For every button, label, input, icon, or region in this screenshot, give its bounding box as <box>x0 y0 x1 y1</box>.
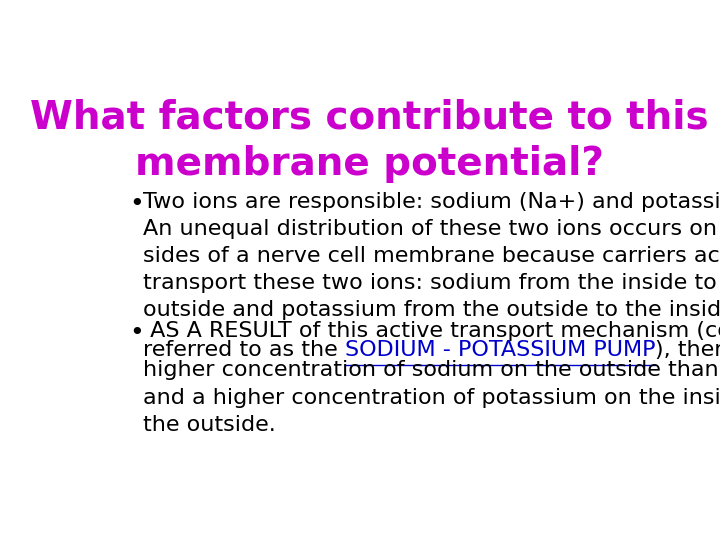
Text: What factors contribute to this
membrane potential?: What factors contribute to this membrane… <box>30 98 708 183</box>
Text: AS A RESULT of this active transport mechanism (commonly: AS A RESULT of this active transport mec… <box>143 321 720 341</box>
Text: ), there is a: ), there is a <box>655 341 720 361</box>
Text: •: • <box>129 321 144 345</box>
Text: SODIUM - POTASSIUM PUMP: SODIUM - POTASSIUM PUMP <box>345 341 655 361</box>
Text: referred to as the: referred to as the <box>143 341 345 361</box>
Text: Two ions are responsible: sodium (Na+) and potassium (K+).
An unequal distributi: Two ions are responsible: sodium (Na+) a… <box>143 192 720 320</box>
Text: higher concentration of sodium on the outside than the inside
and a higher conce: higher concentration of sodium on the ou… <box>143 360 720 435</box>
Text: •: • <box>129 192 144 215</box>
